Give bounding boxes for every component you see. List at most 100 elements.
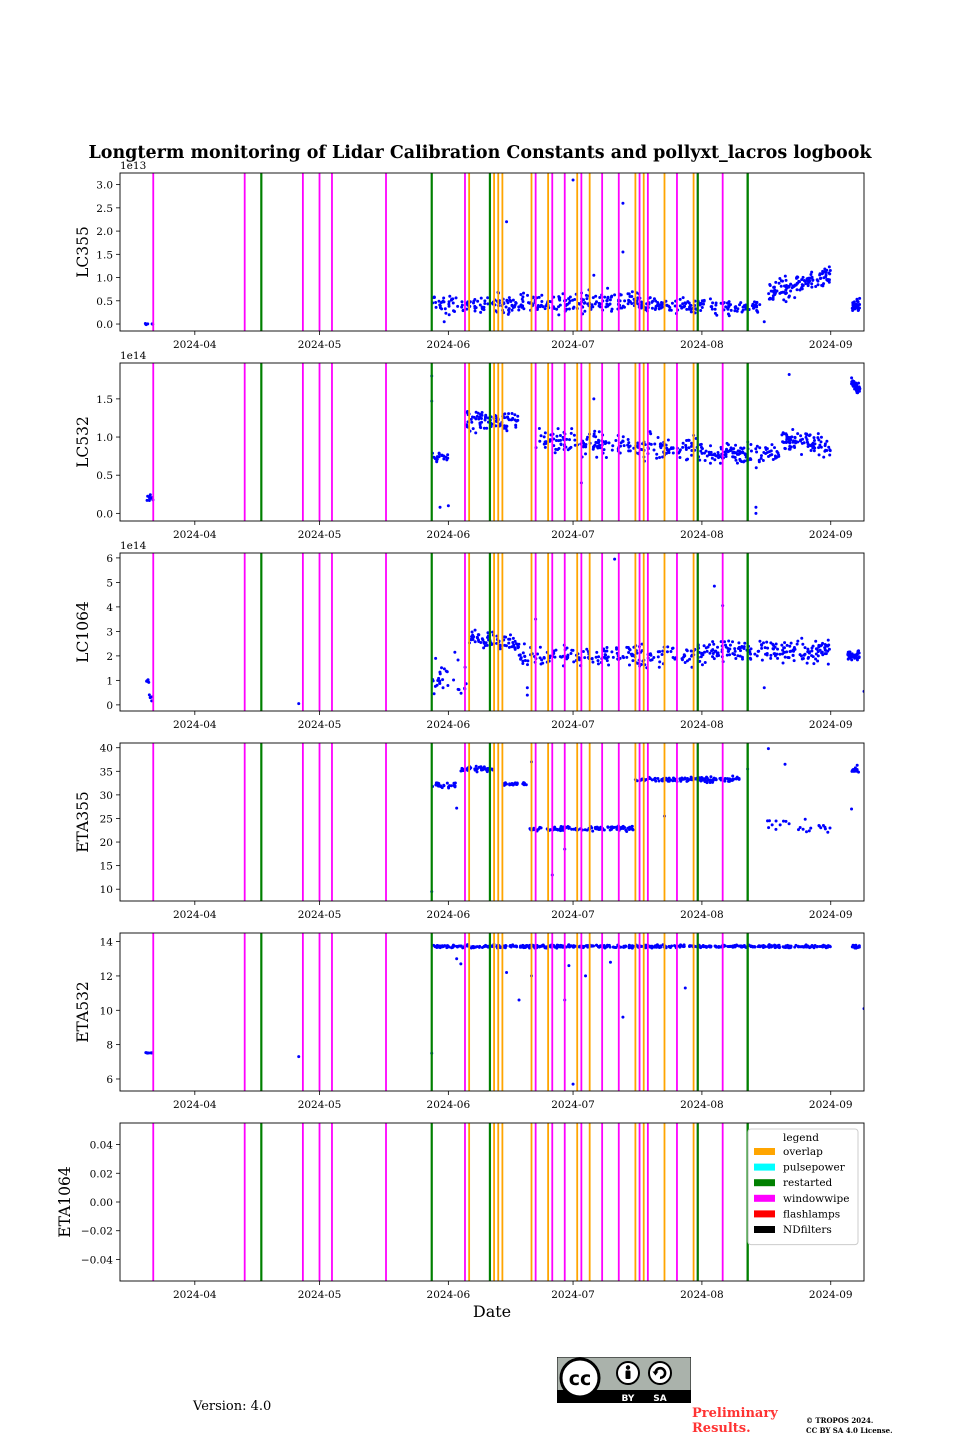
legend-label-restarted: restarted (783, 1177, 833, 1189)
data-point (516, 414, 520, 418)
data-point (703, 458, 707, 462)
data-point (756, 649, 760, 653)
data-point (475, 635, 479, 639)
data-point (442, 667, 446, 671)
data-point (614, 438, 618, 442)
data-point (535, 307, 539, 311)
data-point (822, 282, 826, 286)
data-point (475, 767, 479, 771)
data-point (670, 944, 674, 948)
data-point (751, 302, 755, 306)
data-point (610, 309, 614, 313)
data-point (145, 679, 149, 683)
data-point (671, 779, 675, 783)
data-point (557, 305, 561, 309)
data-point (853, 655, 857, 659)
data-point (673, 657, 677, 661)
data-point (613, 293, 617, 297)
data-point (683, 661, 687, 665)
data-point (690, 453, 694, 457)
data-point (504, 305, 508, 309)
panel-lc532: 2024-04 2024-05 2024-06 2024-07 2024-08 2024-… (74, 350, 865, 541)
data-point (442, 296, 446, 300)
data-point (441, 678, 445, 682)
data-point (447, 786, 451, 790)
legend-swatch-flashlamps (754, 1210, 775, 1218)
data-point (789, 435, 793, 439)
data-point (774, 827, 778, 831)
data-point (805, 440, 809, 444)
data-point (591, 296, 595, 300)
y-tick-label: 1.0 (96, 432, 113, 444)
y-tick-label: 2.0 (96, 226, 113, 238)
data-point (689, 310, 693, 314)
data-point (572, 945, 576, 949)
data-point (539, 303, 543, 307)
data-point (704, 449, 708, 453)
data-point (525, 663, 529, 667)
data-point (778, 652, 782, 656)
data-point (728, 643, 732, 647)
legend-label-overlap: overlap (783, 1146, 823, 1158)
data-point (508, 633, 512, 637)
logbook-event-lines (152, 933, 749, 1091)
data-point (828, 272, 832, 276)
data-point (716, 645, 720, 649)
data-point (809, 273, 813, 277)
data-point (514, 425, 518, 429)
data-point (595, 300, 599, 304)
data-point (700, 776, 704, 780)
panels-group: 2024-04 2024-05 2024-06 2024-07 2024-08 2024-… (56, 160, 865, 1301)
data-point (857, 945, 861, 949)
data-point (445, 944, 449, 948)
data-point (685, 307, 689, 311)
data-point-outlier (787, 372, 791, 376)
data-point (594, 294, 598, 298)
data-point (760, 658, 764, 662)
data-point (609, 827, 613, 831)
data-point (522, 307, 526, 311)
data-point (565, 302, 569, 306)
data-point (826, 649, 830, 653)
data-point (805, 277, 809, 281)
data-point-outlier (712, 584, 716, 588)
data-point (707, 453, 711, 457)
data-point (432, 692, 436, 696)
data-point (476, 633, 480, 637)
data-point (144, 323, 148, 327)
data-point (513, 647, 517, 651)
data-point (605, 645, 609, 649)
data-point (726, 649, 730, 653)
data-point (523, 659, 527, 662)
data-point (800, 441, 804, 445)
data-point (742, 460, 746, 464)
data-point (744, 945, 748, 949)
data-point (544, 442, 548, 446)
data-point (597, 440, 601, 444)
data-point (682, 945, 686, 949)
data-point (828, 268, 832, 272)
data-point (537, 295, 541, 299)
y-tick-label: 0.5 (96, 470, 113, 482)
data-point (526, 293, 530, 297)
data-point-outlier (783, 762, 787, 766)
data-point (445, 781, 449, 785)
data-point (658, 660, 662, 664)
data-point-outlier (517, 998, 521, 1002)
data-point (755, 304, 759, 308)
data-point (791, 440, 795, 444)
data-point (774, 642, 778, 646)
data-point (775, 945, 779, 949)
data-point (806, 647, 810, 651)
data-point (823, 442, 827, 446)
data-point (687, 438, 691, 442)
data-point (513, 413, 517, 417)
data-point (768, 284, 772, 288)
data-point (628, 648, 632, 652)
data-point (653, 442, 657, 446)
data-point (478, 415, 482, 419)
data-point (850, 376, 854, 380)
data-point (446, 453, 450, 457)
data-point (681, 441, 685, 445)
data-point (570, 427, 574, 431)
